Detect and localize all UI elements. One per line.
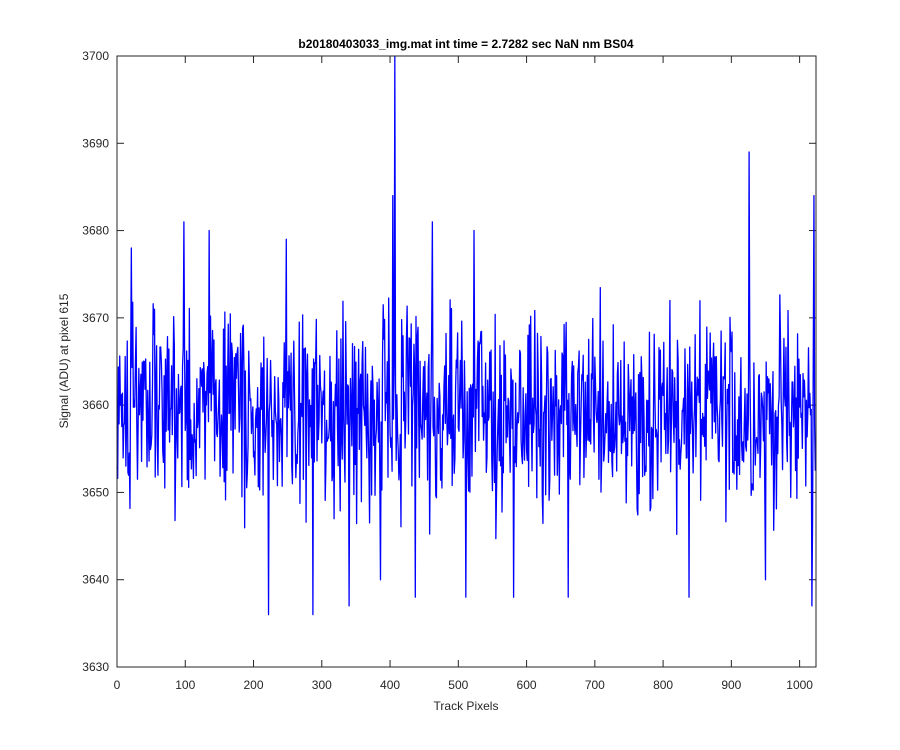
x-tick-label: 200 — [244, 678, 264, 692]
x-tick-label: 500 — [448, 678, 468, 692]
y-tick-label: 3640 — [82, 573, 109, 587]
y-tick-label: 3690 — [82, 136, 109, 150]
chart-title: b20180403033_img.mat int time = 2.7282 s… — [298, 37, 634, 51]
x-tick-label: 400 — [380, 678, 400, 692]
x-tick-label: 900 — [721, 678, 741, 692]
y-tick-label: 3650 — [82, 485, 109, 499]
x-tick-label: 800 — [653, 678, 673, 692]
x-tick-label: 1000 — [786, 678, 813, 692]
signal-series-line — [116, 55, 816, 616]
x-tick-label: 0 — [114, 678, 121, 692]
x-tick-label: 300 — [312, 678, 332, 692]
y-tick-label: 3660 — [82, 398, 109, 412]
y-axis-ticks: 3630 3640 3650 3660 3670 3680 3690 3700 — [82, 49, 816, 674]
y-tick-label: 3670 — [82, 311, 109, 325]
y-tick-label: 3630 — [82, 660, 109, 674]
y-axis-label: Signal (ADU) at pixel 615 — [57, 293, 71, 428]
x-tick-label: 100 — [175, 678, 195, 692]
x-tick-label: 600 — [517, 678, 537, 692]
y-tick-label: 3680 — [82, 224, 109, 238]
x-tick-label: 700 — [585, 678, 605, 692]
y-tick-label: 3700 — [82, 49, 109, 63]
x-axis-label: Track Pixels — [434, 699, 499, 713]
axes-box — [116, 55, 817, 668]
x-axis-ticks: 0 100 200 300 400 500 600 700 800 900 1000 — [114, 56, 813, 692]
